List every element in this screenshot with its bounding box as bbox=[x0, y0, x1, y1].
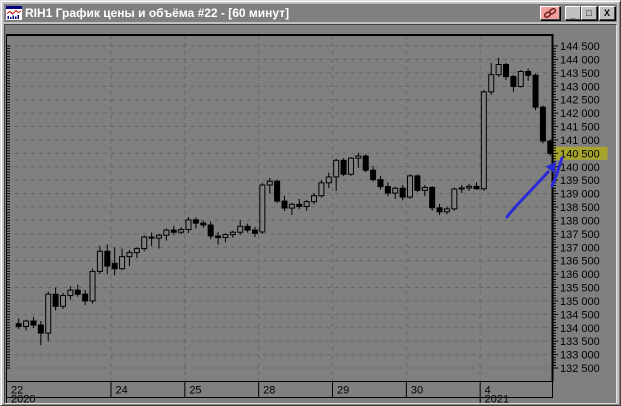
price-tick-label: 142 500 bbox=[560, 95, 600, 107]
titlebar-buttons: _ □ X bbox=[540, 6, 615, 20]
price-tick-label: 135 000 bbox=[560, 296, 600, 308]
price-tick-label: 134 000 bbox=[560, 323, 600, 335]
price-tick-label: 134 500 bbox=[560, 309, 600, 321]
date-tick-label: 4 bbox=[485, 385, 491, 397]
date-tick-label: 22 bbox=[11, 385, 23, 397]
current-price-highlight bbox=[553, 146, 608, 160]
window-title: RIH1 График цены и объёма #22 - [60 мину… bbox=[25, 6, 290, 20]
price-tick-label: 140 500 bbox=[560, 148, 600, 160]
link-window-button[interactable] bbox=[540, 6, 560, 20]
price-tick-label: 144 000 bbox=[560, 54, 600, 66]
price-tick-label: 143 000 bbox=[560, 81, 600, 93]
date-tick-label: 29 bbox=[337, 385, 349, 397]
price-tick-label: 138 000 bbox=[560, 215, 600, 227]
plot-border bbox=[6, 34, 553, 382]
price-tick-label: 133 000 bbox=[560, 350, 600, 362]
titlebar[interactable]: RIH1 График цены и объёма #22 - [60 мину… bbox=[4, 4, 617, 22]
price-tick-label: 143 500 bbox=[560, 68, 600, 80]
price-tick-label: 138 500 bbox=[560, 202, 600, 214]
date-tick-label: 25 bbox=[189, 385, 201, 397]
date-tick-label: 28 bbox=[263, 385, 275, 397]
minimize-button[interactable]: _ bbox=[565, 6, 581, 20]
price-tick-label: 135 500 bbox=[560, 283, 600, 295]
price-tick-label: 137 500 bbox=[560, 229, 600, 241]
year-label: 2021 bbox=[485, 394, 509, 406]
price-tick-label: 132 500 bbox=[560, 363, 600, 375]
price-tick-label: 141 500 bbox=[560, 122, 600, 134]
price-tick-label: 144 500 bbox=[560, 41, 600, 53]
year-label: 2020 bbox=[11, 394, 35, 406]
price-tick-label: 133 500 bbox=[560, 336, 600, 348]
close-button[interactable]: X bbox=[599, 6, 615, 20]
price-tick-label: 139 500 bbox=[560, 175, 600, 187]
price-tick-label: 136 500 bbox=[560, 256, 600, 268]
chain-link-icon bbox=[543, 8, 557, 18]
maximize-button[interactable]: □ bbox=[581, 6, 597, 20]
price-grid bbox=[7, 35, 552, 382]
date-axis: 22 24 25 28 29 30 4 2020 2021 bbox=[6, 381, 553, 406]
price-tick-label: 142 000 bbox=[560, 108, 600, 120]
chart-client-area: 132 500 133 000 133 500 134 000 134 500 135 0… bbox=[4, 24, 617, 406]
price-volume-chart-icon[interactable] bbox=[6, 6, 22, 20]
candles bbox=[15, 57, 554, 346]
date-tick-label: 24 bbox=[115, 385, 127, 397]
price-tick-label: 140 000 bbox=[560, 162, 600, 174]
trend-arrow-annotation bbox=[505, 156, 564, 219]
price-tick-label: 139 000 bbox=[560, 189, 600, 201]
price-tick-label: 141 000 bbox=[560, 135, 600, 147]
price-tick-label: 136 000 bbox=[560, 269, 600, 281]
date-tick-label: 30 bbox=[411, 385, 423, 397]
price-tick-label: 137 000 bbox=[560, 242, 600, 254]
